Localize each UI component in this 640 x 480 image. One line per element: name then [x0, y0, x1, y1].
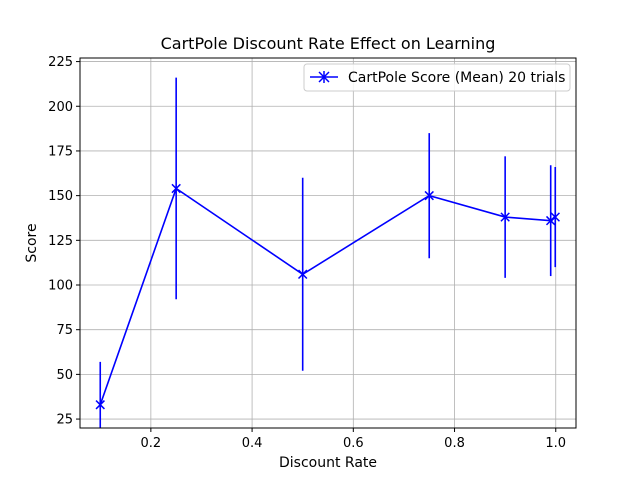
data-point	[424, 190, 434, 201]
x-axis-label: Discount Rate	[279, 455, 377, 471]
grid-lines	[80, 58, 576, 428]
x-axis-ticks: 0.2 0.4 0.6 0.8 1.0	[141, 428, 566, 451]
data-point	[95, 400, 105, 410]
y-tick-label: 75	[56, 323, 73, 338]
series-0	[95, 77, 560, 428]
data-point	[550, 212, 560, 222]
legend-box	[303, 63, 571, 92]
y-axis-ticks: 25 50 75 100 125 150 175 200 225	[48, 55, 80, 428]
y-axis-label: Score	[24, 223, 40, 262]
legend-marker	[318, 71, 330, 83]
plot-frame	[79, 57, 577, 429]
y-tick-label: 100	[48, 279, 73, 294]
y-tick-label: 25	[56, 413, 73, 428]
y-tick-label: 150	[48, 189, 73, 204]
y-tick-label: 50	[56, 368, 73, 383]
x-tick-label: 1.0	[545, 436, 566, 451]
data-point	[500, 212, 510, 222]
x-tick-label: 0.2	[141, 436, 162, 451]
y-tick-label: 175	[48, 144, 73, 159]
series-line	[99, 187, 556, 406]
chart-title: CartPole Discount Rate Effect on Learnin…	[161, 34, 496, 53]
legend-label: CartPole Score (Mean) 20 trials	[348, 70, 565, 86]
legend: CartPole Score (Mean) 20 trials	[303, 63, 571, 92]
data-point	[171, 183, 181, 194]
y-tick-label: 125	[48, 234, 73, 249]
x-tick-label: 0.4	[242, 436, 263, 451]
series-group	[95, 77, 560, 428]
x-tick-label: 0.6	[343, 436, 364, 451]
data-point	[297, 269, 308, 280]
x-tick-label: 0.8	[444, 436, 465, 451]
y-tick-label: 200	[48, 100, 73, 115]
y-tick-label: 225	[48, 55, 73, 70]
